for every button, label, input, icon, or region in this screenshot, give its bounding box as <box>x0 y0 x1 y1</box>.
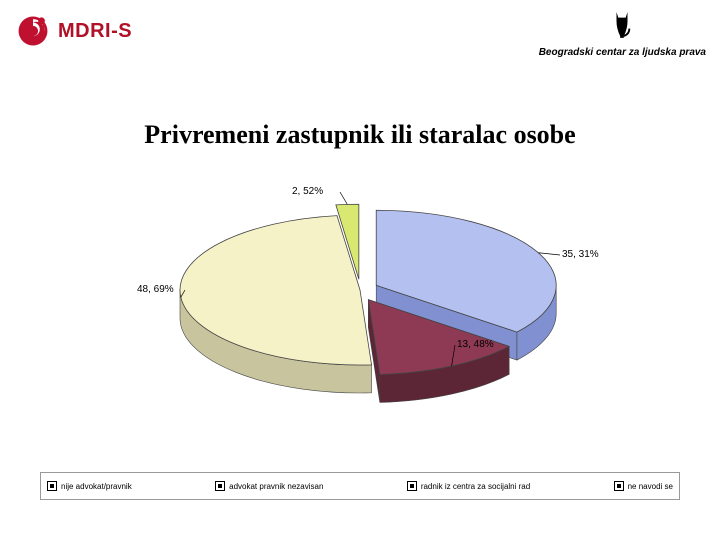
data-label: 35, 31% <box>562 249 599 260</box>
pie-chart: 35, 31% 13, 48% 48, 69% 2, 52% <box>0 180 720 410</box>
header: MDRI-S Beogradski centar za ljudska prav… <box>0 8 720 68</box>
legend-label: nije advokat/pravnik <box>61 482 132 491</box>
swirl-icon <box>16 14 50 48</box>
data-label: 13, 48% <box>457 339 494 350</box>
pie-svg <box>0 180 720 410</box>
legend-label: radnik iz centra za socijalni rad <box>421 482 530 491</box>
legend-item: advokat pravnik nezavisan <box>215 481 323 491</box>
legend-swatch <box>407 481 417 491</box>
slide: MDRI-S Beogradski centar za ljudska prav… <box>0 0 720 540</box>
legend-swatch <box>47 481 57 491</box>
chart-title: Privremeni zastupnik ili staralac osobe <box>0 120 720 150</box>
cat-icon <box>611 10 633 40</box>
data-label: 48, 69% <box>137 284 174 295</box>
legend-item: ne navodi se <box>614 481 673 491</box>
logo-left-text: MDRI-S <box>58 20 132 43</box>
legend-item: nije advokat/pravnik <box>47 481 132 491</box>
legend-label: advokat pravnik nezavisan <box>229 482 323 491</box>
legend: nije advokat/pravnik advokat pravnik nez… <box>40 472 680 500</box>
legend-swatch <box>614 481 624 491</box>
data-label: 2, 52% <box>292 186 323 197</box>
logo-right: Beogradski centar za ljudska prava <box>539 10 706 58</box>
legend-item: radnik iz centra za socijalni rad <box>407 481 530 491</box>
logo-right-text: Beogradski centar za ljudska prava <box>539 47 706 58</box>
logo-left: MDRI-S <box>16 14 132 48</box>
legend-swatch <box>215 481 225 491</box>
legend-label: ne navodi se <box>628 482 673 491</box>
